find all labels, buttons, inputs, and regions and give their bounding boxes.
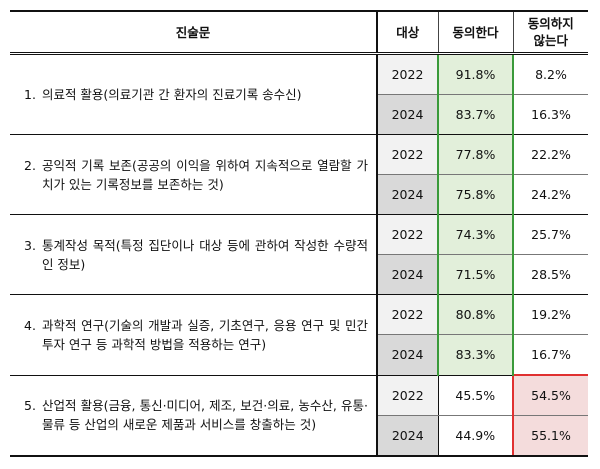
statement-text: 의료적 활용(의료기관 간 환자의 진료기록 송수신) [41, 87, 302, 102]
statement-text: 공익적 기록 보존(공공의 이익을 위하여 지속적으로 열람할 가치가 있는 기… [41, 157, 368, 192]
year-cell: 2024 [377, 94, 439, 135]
table-row: 2024 44.9% 55.1% [10, 415, 588, 457]
header-disagree-line1: 동의하지 [527, 16, 574, 31]
table-row: 2024 83.7% 16.3% [10, 94, 588, 135]
statement-text: 통계작성 목적(특정 집단이나 대상 등에 관하여 작성한 수량적인 정보) [41, 237, 368, 272]
disagree-value: 8.2% [513, 53, 588, 95]
year-cell: 2024 [377, 334, 439, 376]
agree-value: 44.9% [438, 415, 514, 457]
statement-number: 3. [24, 237, 36, 253]
disagree-value: 16.3% [513, 94, 588, 135]
year-cell: 2022 [377, 375, 439, 416]
table-row: 3. 통계작성 목적(특정 집단이나 대상 등에 관하여 작성한 수량적인 정보)… [10, 214, 588, 295]
statement-cell: 2. 공익적 기록 보존(공공의 이익을 위하여 지속적으로 열람할 가치가 있는… [10, 134, 378, 215]
agree-value: 75.8% [437, 174, 514, 215]
agree-value: 83.7% [437, 94, 514, 135]
table-row: 2024 75.8% 24.2% [10, 174, 588, 215]
disagree-value: 22.2% [513, 134, 588, 175]
year-cell: 2022 [377, 214, 439, 255]
table-row: 2. 공익적 기록 보존(공공의 이익을 위하여 지속적으로 열람할 가치가 있는… [10, 134, 588, 215]
disagree-value: 19.2% [513, 294, 588, 335]
statement-cell: 4. 과학적 연구(기술의 개발과 실증, 기초연구, 응용 연구 및 민간 투자… [10, 294, 378, 376]
header-disagree-line2: 않는다 [533, 33, 568, 48]
table-row: 5. 산업적 활용(금융, 통신·미디어, 제조, 보건·의료, 농수산, 유통·… [10, 374, 588, 457]
agree-value: 71.5% [437, 254, 514, 295]
year-cell: 2024 [377, 415, 439, 457]
table-row: 4. 과학적 연구(기술의 개발과 실증, 기초연구, 응용 연구 및 민간 투자… [10, 294, 588, 376]
statement-number: 5. [24, 398, 36, 414]
statement-cell: 1. 의료적 활용(의료기관 간 환자의 진료기록 송수신) [10, 53, 378, 135]
table-row: 2024 83.3% 16.7% [10, 334, 588, 376]
year-cell: 2024 [377, 254, 439, 295]
agree-value: 77.8% [437, 134, 514, 175]
header-statement: 진술문 [10, 10, 378, 55]
disagree-value: 24.2% [513, 174, 588, 215]
statement-number: 4. [24, 317, 36, 333]
statement-number: 2. [24, 157, 36, 173]
disagree-value: 25.7% [513, 214, 588, 255]
disagree-value: 28.5% [513, 254, 588, 295]
table-row: 2024 71.5% 28.5% [10, 254, 588, 295]
year-cell: 2024 [377, 174, 439, 215]
statement-cell: 5. 산업적 활용(금융, 통신·미디어, 제조, 보건·의료, 농수산, 유통·… [10, 375, 378, 457]
disagree-value: 54.5% [512, 374, 588, 416]
agree-value: 83.3% [437, 334, 514, 376]
statement-text: 산업적 활용(금융, 통신·미디어, 제조, 보건·의료, 농수산, 유통·물류… [41, 398, 368, 433]
year-cell: 2022 [377, 53, 439, 95]
year-cell: 2022 [377, 294, 439, 335]
disagree-value: 16.7% [513, 334, 588, 376]
agree-value: 74.3% [437, 214, 514, 255]
agree-value: 91.8% [437, 53, 514, 95]
statement-text: 과학적 연구(기술의 개발과 실증, 기초연구, 응용 연구 및 민간 투자 연… [41, 317, 368, 352]
agree-value: 80.8% [437, 294, 514, 335]
table-row: 1. 의료적 활용(의료기관 간 환자의 진료기록 송수신) 2022 91.8%… [10, 53, 588, 135]
year-cell: 2022 [377, 134, 439, 175]
statement-cell: 3. 통계작성 목적(특정 집단이나 대상 등에 관하여 작성한 수량적인 정보) [10, 214, 378, 295]
disagree-value: 55.1% [512, 415, 588, 457]
statement-number: 1. [24, 87, 36, 102]
agree-value: 45.5% [438, 375, 514, 416]
header-agree: 동의한다 [438, 10, 514, 55]
header-target: 대상 [377, 10, 439, 55]
